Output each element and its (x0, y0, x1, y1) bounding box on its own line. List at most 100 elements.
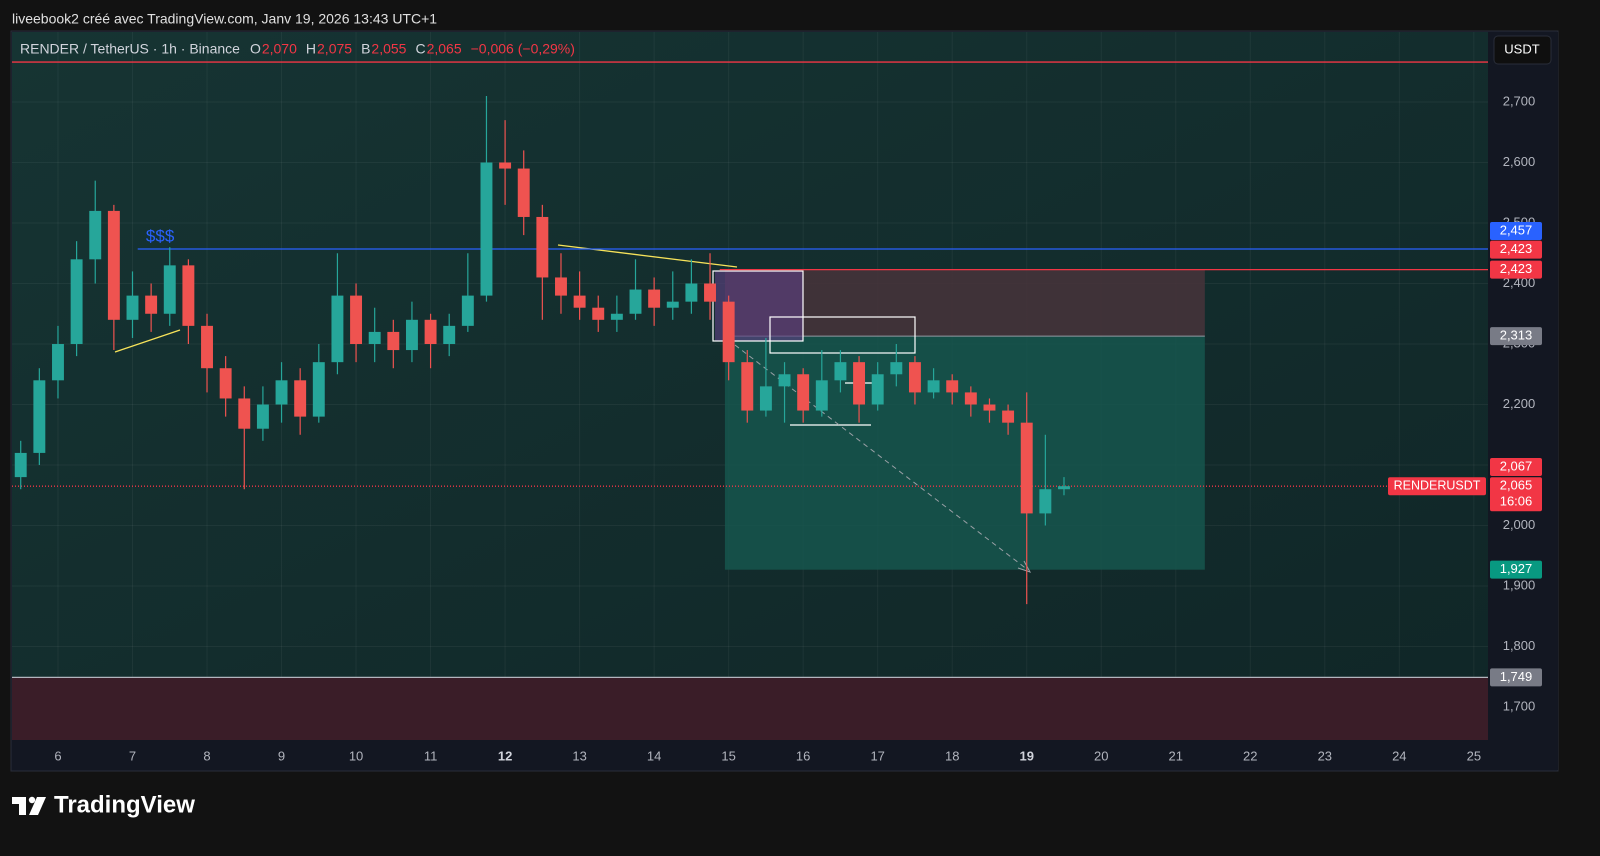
price-label: 2,423 (1500, 261, 1533, 276)
x-tick-label: 23 (1318, 748, 1332, 763)
price-label-box (1490, 560, 1542, 579)
price-label-box (1490, 477, 1542, 512)
logo-part (28, 796, 36, 804)
candle-body (704, 283, 716, 302)
y-tick-label: 1,900 (1503, 577, 1536, 592)
price-label-box (1490, 668, 1542, 687)
price-label: 2,065 (1500, 478, 1533, 493)
candle-body (685, 283, 698, 302)
candle-body (964, 392, 977, 405)
candle-body (722, 301, 735, 363)
stop-zone (724, 269, 1205, 337)
x-tick-label: 9 (278, 748, 285, 763)
logo-part (12, 797, 26, 815)
symbol-title: RENDER / TetherUS · 1h · Binance (20, 41, 240, 57)
candle-body (648, 289, 661, 308)
price-label-box (1490, 222, 1542, 241)
ohlc-key: B (361, 41, 370, 57)
candle-body (368, 331, 381, 345)
price-change: −0,006 (−0,29%) (471, 41, 575, 57)
brand-name: TradingView (54, 791, 195, 818)
price-label: 1,749 (1500, 669, 1533, 684)
candle-body (1020, 422, 1033, 514)
box-drawing (769, 316, 916, 354)
candle-body (946, 380, 959, 393)
ohlc-value: 2,075 (317, 41, 352, 57)
ohlc-key: C (415, 41, 425, 57)
zone (12, 677, 1488, 740)
candle-body (145, 295, 158, 314)
price-label: 2,313 (1500, 328, 1533, 343)
countdown: 16:06 (1500, 494, 1533, 509)
x-tick-label: 13 (572, 748, 586, 763)
symbol-label: RENDERUSDT (1394, 478, 1481, 492)
annotation: $$$ (146, 226, 175, 245)
x-tick-label: 20 (1094, 748, 1108, 763)
brand-logo (12, 796, 46, 815)
candle-body (778, 374, 791, 387)
y-tick-label: 1,800 (1503, 638, 1536, 653)
x-tick-label: 15 (721, 748, 735, 763)
arrow-head (1017, 560, 1032, 573)
candle-body (610, 313, 623, 320)
price-label-box (1490, 327, 1542, 346)
x-tick-label: 24 (1392, 748, 1406, 763)
projection-arrow (734, 344, 1029, 571)
x-tick-label: 25 (1467, 748, 1481, 763)
x-tick-label: 18 (945, 748, 959, 763)
candle-body (983, 404, 996, 411)
candle-body (424, 319, 437, 345)
candle-body (480, 162, 493, 296)
price-label: 2,423 (1500, 241, 1533, 256)
candle-body (238, 398, 251, 429)
candle-body (163, 265, 176, 314)
y-tick-label: 1,700 (1503, 698, 1536, 713)
currency-button[interactable] (1493, 35, 1552, 65)
x-tick-label: 21 (1169, 748, 1183, 763)
candle-body (834, 362, 847, 381)
candle-body (443, 325, 456, 345)
x-tick-label: 11 (424, 748, 438, 763)
candle-body (555, 277, 567, 296)
candle-body (275, 380, 288, 405)
candle-body (629, 289, 642, 314)
candle-body (871, 374, 884, 405)
y-tick-label: 2,600 (1503, 154, 1536, 169)
candle-body (517, 168, 530, 217)
candle-body (350, 295, 363, 345)
symbol-label-box (1388, 477, 1486, 496)
candle-body (107, 210, 120, 320)
x-tick-label: 12 (498, 748, 512, 763)
candle-body (741, 362, 754, 411)
candle-body (52, 344, 64, 381)
price-label-box (1490, 240, 1542, 259)
candle-body (219, 368, 232, 399)
candle-body (1002, 410, 1015, 423)
x-tick-label: 10 (349, 748, 363, 763)
y-tick-label: 2,700 (1503, 93, 1536, 108)
candle-body (387, 331, 400, 351)
logo-part (29, 797, 46, 815)
candle-body (573, 295, 586, 308)
watermark: liveebook2 créé avec TradingView.com, Ja… (12, 11, 437, 27)
candle-body (201, 325, 213, 369)
candle-body (536, 216, 549, 278)
price-label: 1,927 (1500, 561, 1533, 576)
candle-body (294, 380, 307, 417)
ohlc-value: 2,055 (371, 41, 406, 57)
x-tick-label: 6 (54, 748, 61, 763)
candle-body (927, 380, 940, 393)
candle-body (70, 259, 83, 345)
candle-body (89, 210, 102, 260)
candle-body (815, 380, 828, 411)
currency-button-label[interactable]: USDT (1504, 41, 1539, 56)
candle-body (759, 386, 772, 411)
candle-body (1058, 486, 1070, 490)
candle-body (890, 362, 903, 375)
candle-body (33, 380, 46, 453)
candle-body (797, 374, 810, 411)
target-zone (724, 336, 1205, 570)
candle-body (312, 362, 325, 417)
y-tick-label: 2,000 (1503, 517, 1536, 532)
